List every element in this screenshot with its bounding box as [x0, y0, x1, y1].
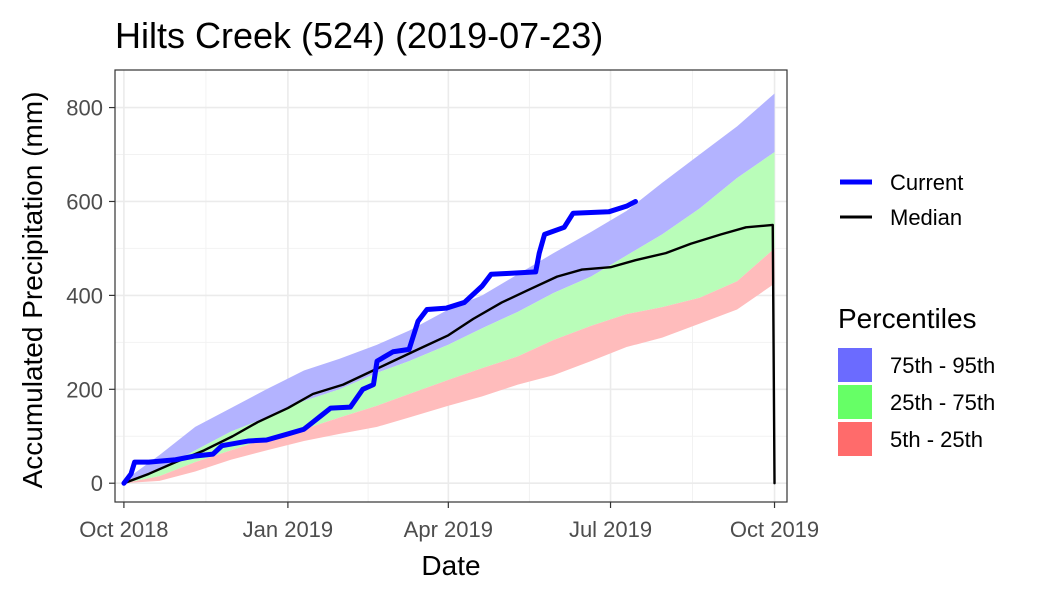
legend-median-label: Median [890, 205, 962, 230]
chart-title: Hilts Creek (524) (2019-07-23) [115, 15, 603, 56]
legend-band-75-95-key [838, 348, 872, 382]
x-tick-label: Apr 2019 [404, 517, 493, 542]
legend-band-5-25-label: 5th - 25th [890, 427, 983, 452]
plot-border [114, 69, 788, 503]
x-tick-label: Oct 2018 [79, 517, 168, 542]
series-lines [121, 198, 776, 486]
x-axis-title: Date [421, 550, 480, 581]
percentile-bands [123, 93, 775, 484]
legend-band-75-95-label: 75th - 95th [890, 353, 995, 378]
series-current-line [121, 198, 638, 486]
y-tick-label: 0 [91, 471, 103, 496]
y-tick-label: 400 [66, 283, 103, 308]
legend-band-5-25-key [838, 422, 872, 456]
y-axis-title: Accumulated Precipitation (mm) [17, 92, 48, 489]
x-tick-label: Oct 2019 [730, 517, 819, 542]
y-tick-label: 800 [66, 96, 103, 121]
x-tick-label: Jul 2019 [569, 517, 652, 542]
y-axis: 0 200 400 600 800 [66, 96, 115, 496]
y-tick-label: 600 [66, 189, 103, 214]
legend-current-label: Current [890, 170, 963, 195]
legend-band-25-75-label: 25th - 75th [890, 390, 995, 415]
legend-band-25-75-key [838, 385, 872, 419]
legend-percentiles-title: Percentiles [838, 303, 977, 334]
x-axis: Oct 2018 Jan 2019 Apr 2019 Jul 2019 Oct 2019 [79, 502, 819, 542]
band-0-area [123, 93, 775, 484]
x-tick-label: Jan 2019 [243, 517, 334, 542]
y-tick-label: 200 [66, 377, 103, 402]
legend: Current Median Percentiles 75th - 95th 2… [838, 170, 995, 456]
series-median-line [122, 223, 776, 485]
